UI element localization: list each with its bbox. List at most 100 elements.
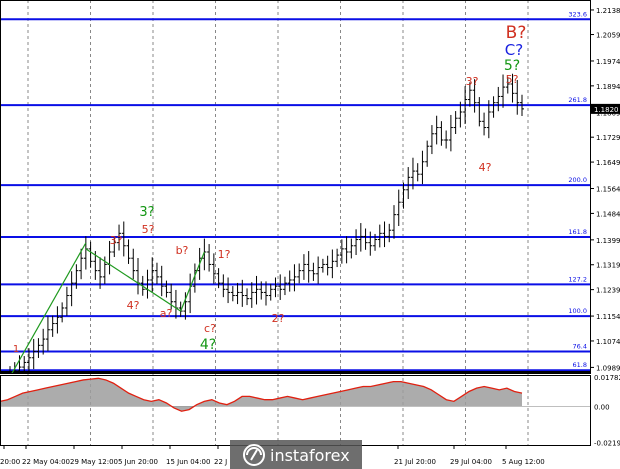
ohlc-bar <box>287 270 292 292</box>
instaforex-logo-icon <box>243 444 265 466</box>
ohlc-bar <box>226 277 231 304</box>
oscillator-panel <box>0 377 590 412</box>
wave-label: 3? <box>110 234 123 247</box>
time-axis-label: 5 Aug 12:00 <box>502 458 545 466</box>
wave-label: b? <box>176 244 189 257</box>
ohlc-bar <box>316 256 321 284</box>
wave-label: 5? <box>142 223 155 236</box>
price-tick-label: 1.1894 <box>596 83 620 91</box>
ohlc-bar <box>50 315 55 337</box>
ohlc-bar <box>349 238 354 259</box>
ohlc-bar <box>410 157 415 190</box>
ohlc-bar <box>434 115 439 145</box>
wave-label: 5? <box>504 58 520 74</box>
ohlc-bar <box>453 111 458 134</box>
ohlc-bar <box>117 224 122 251</box>
ohlc-bar <box>173 289 178 319</box>
wave-trend-lines <box>11 242 205 373</box>
main-panel-frame <box>0 0 591 374</box>
ohlc-bar <box>505 76 510 94</box>
ohlc-bar <box>510 73 515 103</box>
ohlc-bar <box>320 258 325 273</box>
wave-label: 3? <box>139 205 154 220</box>
wave-trend-line <box>180 251 205 312</box>
ohlc-bar <box>164 280 169 298</box>
ohlc-bar <box>235 282 240 305</box>
ohlc-bar <box>121 221 126 257</box>
ohlc-bar <box>183 292 188 320</box>
ohlc-bar <box>282 276 287 296</box>
time-axis-label: 20:00 <box>0 458 20 466</box>
ohlc-bar <box>254 275 259 305</box>
ohlc-bar <box>429 125 434 155</box>
ohlc-bar <box>339 239 344 264</box>
watermark-text: instaforex <box>270 446 350 465</box>
wave-label: 5? <box>506 73 519 86</box>
oscillator-area <box>0 378 522 412</box>
ohlc-bar <box>354 229 359 256</box>
ohlc-bar <box>98 257 103 289</box>
wave-label: B? <box>506 23 527 43</box>
price-tick-label: 1.2059 <box>596 32 620 40</box>
fib-level-label: 76.4 <box>573 343 587 351</box>
ohlc-bar <box>278 274 283 300</box>
time-axis-label: 29 May 12:00 <box>70 458 118 466</box>
price-tick-label: 1.2138 <box>596 7 620 15</box>
ohlc-bar <box>382 221 387 248</box>
ohlc-bar <box>83 236 88 270</box>
price-tick-label: 1.0989 <box>596 364 620 372</box>
ohlc-bar <box>444 130 449 149</box>
wave-trend-line <box>85 248 181 312</box>
oscillator-tick-label: 0.00 <box>594 403 610 411</box>
ohlc-bar <box>230 286 235 302</box>
ohlc-bar <box>501 74 506 108</box>
wave-label: 2? <box>272 312 285 325</box>
fib-level-label: 127.2 <box>568 275 587 283</box>
ohlc-bar <box>486 100 491 139</box>
ohlc-bar <box>448 114 453 152</box>
wave-labels: 13?5?3?b? 1?4?a?c?4?2?3?4?5?5?C?B? <box>13 23 527 355</box>
ohlc-bar <box>439 121 444 146</box>
fib-level-label: 61.8 <box>573 361 587 369</box>
ohlc-bar <box>330 249 335 279</box>
ohlc-bar <box>188 273 193 314</box>
time-axis-label: 21 Jul 20:00 <box>394 458 436 466</box>
candlestick-series <box>8 73 524 373</box>
ohlc-bar <box>335 248 340 268</box>
ohlc-bar <box>36 338 41 358</box>
current-price-box <box>591 103 620 114</box>
wave-label: 4? <box>479 161 492 174</box>
ohlc-bar <box>387 223 392 243</box>
wave-label: 1? <box>218 248 231 261</box>
ohlc-bar <box>41 328 46 355</box>
ohlc-bar <box>45 316 50 352</box>
ohlc-bar <box>249 282 254 308</box>
price-tick-label: 1.1974 <box>596 58 620 66</box>
ohlc-bar <box>415 163 420 182</box>
ohlc-bar <box>467 82 472 107</box>
ohlc-bar <box>273 277 278 298</box>
ohlc-bar <box>131 248 136 280</box>
ohlc-bar <box>515 79 520 115</box>
ohlc-bar <box>69 271 74 307</box>
ohlc-bar <box>377 224 382 248</box>
ohlc-bar <box>245 288 250 306</box>
fib-level-label: 161.8 <box>568 228 587 236</box>
ohlc-bar <box>520 94 524 117</box>
ohlc-bar <box>458 101 463 128</box>
ohlc-bar <box>126 239 131 264</box>
ohlc-bar <box>26 348 31 371</box>
price-tick-label: 1.1564 <box>596 186 620 194</box>
time-axis-label: 29 Jul 04:00 <box>450 458 492 466</box>
ohlc-bar <box>396 189 401 226</box>
wave-label: 1 <box>13 344 19 355</box>
ohlc-bar <box>358 223 363 252</box>
wave-label: 4? <box>127 299 140 312</box>
ohlc-bar <box>259 281 264 300</box>
ohlc-bar <box>496 86 501 112</box>
price-tick-label: 1.1484 <box>596 210 620 218</box>
ohlc-bar <box>268 283 273 301</box>
price-tick-label: 1.1729 <box>596 134 620 142</box>
